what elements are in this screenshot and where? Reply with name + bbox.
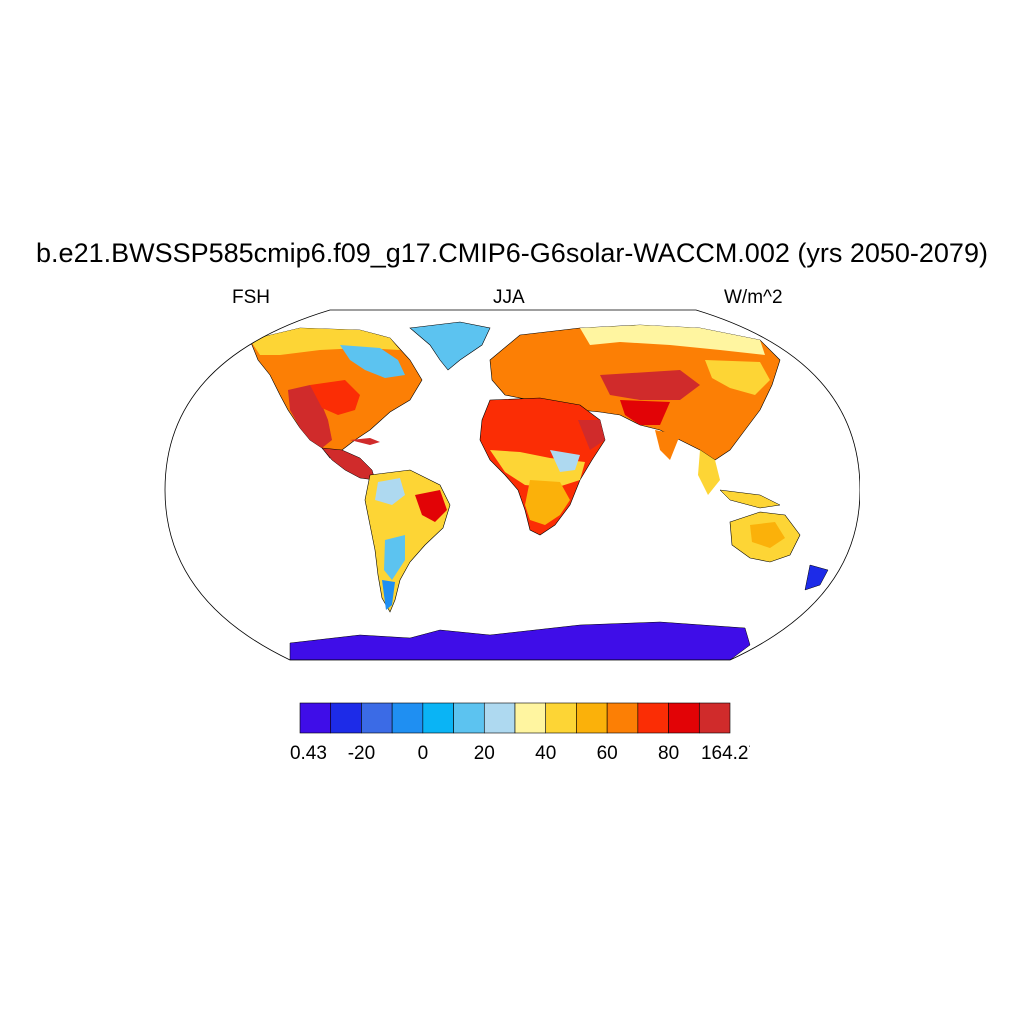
colorbar-tick-label: -60.43 (290, 743, 327, 764)
antarctica (289, 621, 751, 660)
new-zealand (804, 564, 829, 591)
colorbar-swatch (698, 702, 731, 734)
colorbar-swatch (330, 702, 362, 734)
colorbar-tick-label: -20 (348, 743, 375, 764)
colorbar-swatch (514, 702, 547, 734)
plot-title: b.e21.BWSSP585cmip6.f09_g17.CMIP6-G6sola… (36, 238, 988, 268)
colorbar-swatch (453, 702, 485, 734)
colorbar-swatch (422, 702, 454, 734)
colorbar-tick-label: 80 (658, 743, 679, 764)
colorbar-swatch (299, 702, 332, 734)
colorbar-swatch (391, 702, 424, 734)
variable-label: FSH (232, 287, 270, 308)
map-border (164, 309, 860, 661)
colorbar-swatch (545, 702, 577, 734)
colorbar-swatch (668, 702, 700, 734)
greenland (409, 321, 491, 371)
colorbar-tick-label: 0 (418, 743, 429, 764)
africa (479, 397, 606, 536)
colorbar-tick-label: 164.27 (701, 743, 750, 764)
australia (729, 511, 801, 563)
indonesia (719, 489, 781, 509)
colorbar-tick-label: 20 (474, 743, 495, 764)
colorbar-tick-label: 40 (535, 743, 556, 764)
colorbar-swatch (361, 702, 393, 734)
north-america (249, 327, 423, 481)
south-america (364, 469, 451, 613)
colorbar-swatch (606, 702, 639, 734)
colorbar-tick-label: 60 (597, 743, 618, 764)
colorbar: -60.43 -20 0 20 40 60 80 164.27 (290, 702, 750, 764)
season-label: JJA (493, 287, 525, 308)
world-map (164, 309, 860, 661)
eurasia (489, 324, 781, 495)
colorbar-swatch (483, 702, 516, 734)
units-label: W/m^2 (724, 287, 783, 308)
colorbar-swatch (576, 702, 608, 734)
colorbar-swatch (637, 702, 669, 734)
